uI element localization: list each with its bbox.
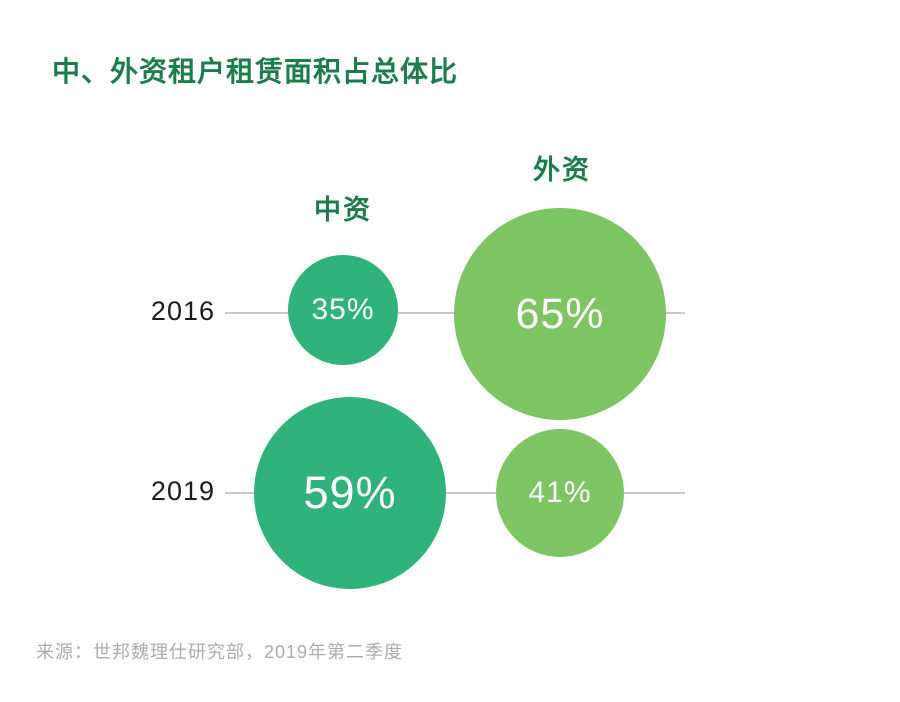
bubble-value-2016-foreign: 65%: [515, 289, 605, 338]
year-label-2019: 2019: [150, 476, 215, 506]
gridline-2019: [225, 492, 685, 494]
column-label-domestic: 中资: [314, 195, 372, 225]
bubble-value-2016-domestic: 35%: [311, 293, 375, 326]
bubble-2016-domestic: 35%: [288, 255, 398, 365]
bubble-2019-foreign: 41%: [496, 429, 624, 557]
bubble-2016-foreign: 65%: [454, 208, 666, 420]
chart-title: 中、外资租户租赁面积占总体比: [52, 56, 459, 87]
source-note: 来源：世邦魏理仕研究部，2019年第二季度: [36, 642, 404, 662]
year-label-2016: 2016: [150, 296, 215, 326]
column-label-foreign: 外资: [533, 155, 591, 185]
bubble-value-2019-domestic: 59%: [303, 467, 397, 518]
bubble-2019-domestic: 59%: [254, 397, 446, 589]
bubble-value-2019-foreign: 41%: [528, 476, 592, 509]
